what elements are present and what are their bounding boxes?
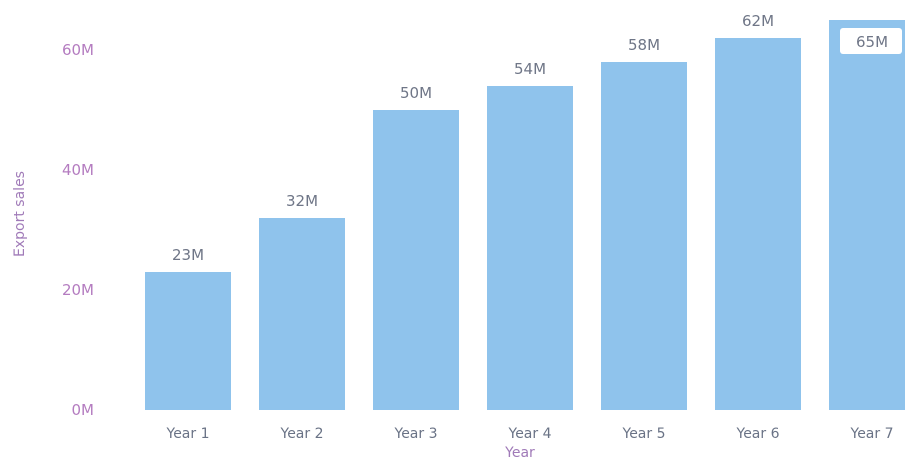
x-tick-label: Year 4 (508, 426, 552, 442)
x-tick-label: Year 1 (166, 426, 210, 442)
bar-6 (715, 38, 801, 410)
x-tick-label: Year 7 (850, 426, 894, 442)
data-label-4: 54M (514, 60, 546, 78)
y-tick-label: 60M (62, 41, 94, 59)
x-tick-label: Year 6 (736, 426, 780, 442)
data-label-background (840, 28, 902, 54)
bar-1 (145, 272, 231, 410)
bar-5 (601, 62, 687, 410)
bar-7 (829, 20, 905, 410)
bar-4 (487, 86, 573, 410)
x-axis-title: Year (504, 445, 535, 461)
y-tick-label: 20M (62, 281, 94, 299)
y-axis-title: Export sales (12, 171, 28, 257)
bar-3 (373, 110, 459, 410)
data-label-5: 58M (628, 36, 660, 54)
data-label-3: 50M (400, 84, 432, 102)
bar-2 (259, 218, 345, 410)
x-tick-label: Year 2 (280, 426, 324, 442)
data-label-7: 65M (856, 33, 888, 51)
y-tick-label: 40M (62, 161, 94, 179)
data-label-2: 32M (286, 192, 318, 210)
x-tick-label: Year 5 (622, 426, 666, 442)
x-tick-label: Year 3 (394, 426, 438, 442)
y-tick-label: 0M (72, 401, 95, 419)
data-label-1: 23M (172, 246, 204, 264)
data-label-6: 62M (742, 12, 774, 30)
